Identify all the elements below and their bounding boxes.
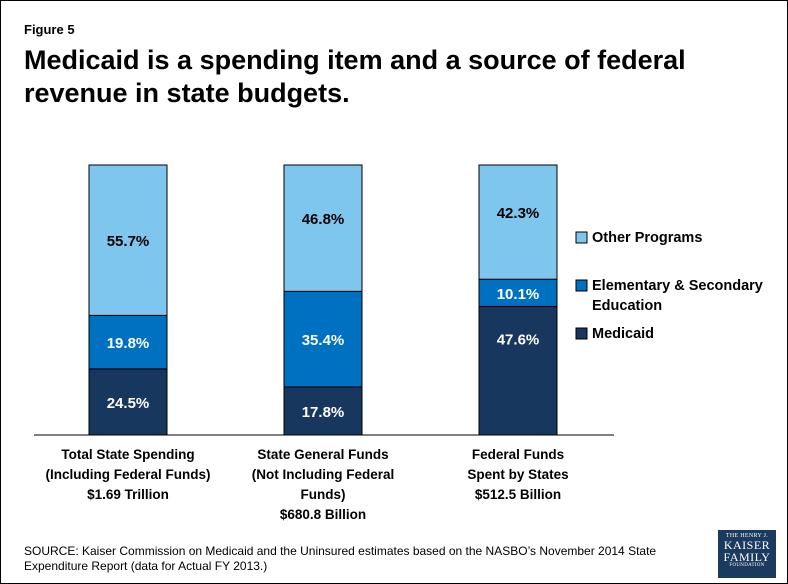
category-label: (Not Including Federal (252, 467, 395, 482)
logo-line-1: THE HENRY J. (725, 533, 769, 539)
legend-label: Medicaid (592, 326, 654, 342)
chart-title: Medicaid is a spending item and a source… (24, 45, 686, 108)
data-label: 35.4% (302, 332, 345, 349)
data-label: 55.7% (107, 233, 150, 250)
source-note: SOURCE: Kaiser Commission on Medicaid an… (24, 544, 657, 573)
data-label: 42.3% (497, 205, 540, 222)
category-label: Funds) (301, 487, 346, 502)
legend-swatch (575, 231, 588, 244)
bar-segment (283, 290, 363, 388)
category-label: Total State Spending (61, 447, 194, 462)
category-label: Federal Funds (472, 447, 564, 462)
data-label: 24.5% (107, 395, 150, 412)
legend-swatch (575, 327, 588, 340)
data-label: 46.8% (302, 211, 345, 228)
logo-line-4: FOUNDATION (729, 563, 765, 568)
data-label: 47.6% (497, 332, 540, 349)
data-label: 10.1% (497, 286, 540, 303)
category-label: (Including Federal Funds) (46, 467, 211, 482)
bar-segment (88, 164, 168, 316)
category-label: $680.8 Billion (280, 507, 366, 522)
category-label: $1.69 Trillion (87, 487, 169, 502)
bar-segment (478, 305, 558, 436)
bar-segment (88, 314, 168, 370)
category-label: $512.5 Billion (475, 487, 561, 502)
figure-label: Figure 5 (24, 22, 75, 37)
logo-line-2: KAISER (723, 538, 771, 552)
category-label: Spent by States (467, 467, 568, 482)
legend-label: Other Programs (592, 230, 702, 246)
bar-segment (478, 164, 558, 280)
bar-segment (283, 164, 363, 292)
legend-swatch (575, 279, 588, 292)
legend-label: Education (592, 298, 662, 314)
legend-label: Elementary & Secondary (592, 278, 763, 294)
bar-segment (88, 368, 168, 436)
kff-logo: THE HENRY J. KAISER FAMILY FOUNDATION (718, 530, 776, 578)
logo-line-3: FAMILY (723, 550, 771, 564)
category-label: State General Funds (257, 447, 388, 462)
data-label: 17.8% (302, 404, 345, 421)
data-label: 19.8% (107, 335, 150, 352)
